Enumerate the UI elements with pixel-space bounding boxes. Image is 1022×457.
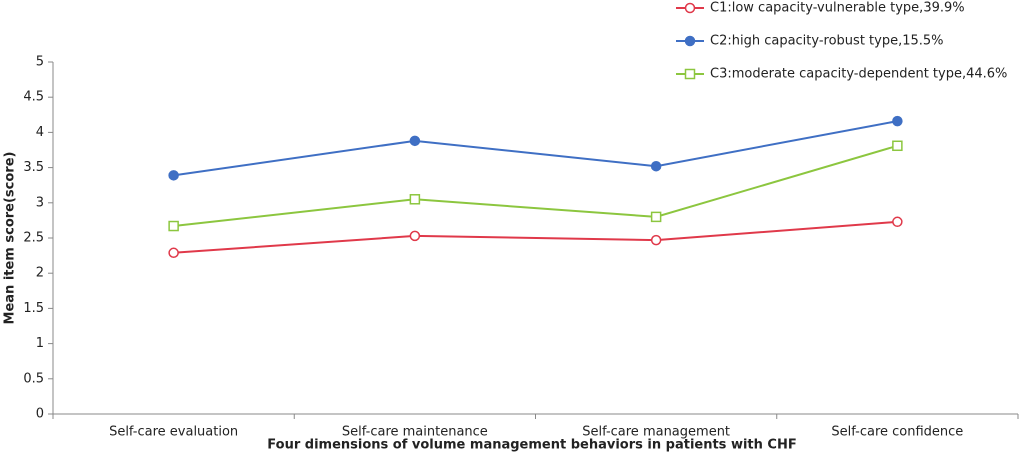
x-tick-label: Self-care evaluation	[109, 425, 238, 440]
y-axis-label: Mean item score(score)	[3, 152, 18, 325]
data-point	[409, 194, 421, 205]
series-line	[173, 144, 898, 228]
x-tick-label: Self-care maintenance	[342, 425, 488, 440]
data-point	[168, 220, 179, 232]
x-axis-label: Four dimensions of volume management beh…	[267, 438, 796, 453]
y-tick-label: 3.5	[23, 160, 44, 175]
data-point	[650, 234, 662, 246]
data-point	[892, 216, 903, 228]
y-tick-label: 3	[36, 195, 44, 210]
y-tick-label: 0	[36, 407, 44, 422]
y-tick-label: 5	[36, 55, 44, 70]
x-tick-label: Self-care confidence	[831, 425, 963, 440]
series-line	[173, 220, 898, 254]
legend-marker	[684, 68, 696, 80]
data-point	[409, 135, 421, 147]
y-tick-label: 1	[36, 336, 44, 351]
data-point	[168, 170, 179, 181]
legend-label: C3:moderate capacity-dependent type,44.6…	[710, 67, 1007, 82]
y-tick-label: 2	[36, 266, 44, 281]
legend-marker	[684, 35, 696, 47]
data-point	[892, 140, 903, 152]
y-tick-label: 0.5	[23, 371, 44, 386]
legend-marker	[684, 2, 696, 14]
legend-label: C2:high capacity-robust type,15.5%	[710, 34, 944, 49]
data-point	[168, 247, 179, 259]
data-point	[650, 160, 662, 172]
y-tick-label: 4	[36, 125, 44, 140]
y-tick-label: 4.5	[23, 90, 44, 105]
data-point	[650, 211, 662, 223]
data-point	[409, 230, 421, 242]
x-tick-label: Self-care management	[582, 425, 730, 440]
series-line	[173, 120, 898, 177]
y-tick-label: 1.5	[23, 301, 44, 316]
legend-label: C1:low capacity-vulnerable type,39.9%	[710, 1, 965, 16]
y-tick-label: 2.5	[23, 231, 44, 246]
data-point	[892, 115, 903, 127]
